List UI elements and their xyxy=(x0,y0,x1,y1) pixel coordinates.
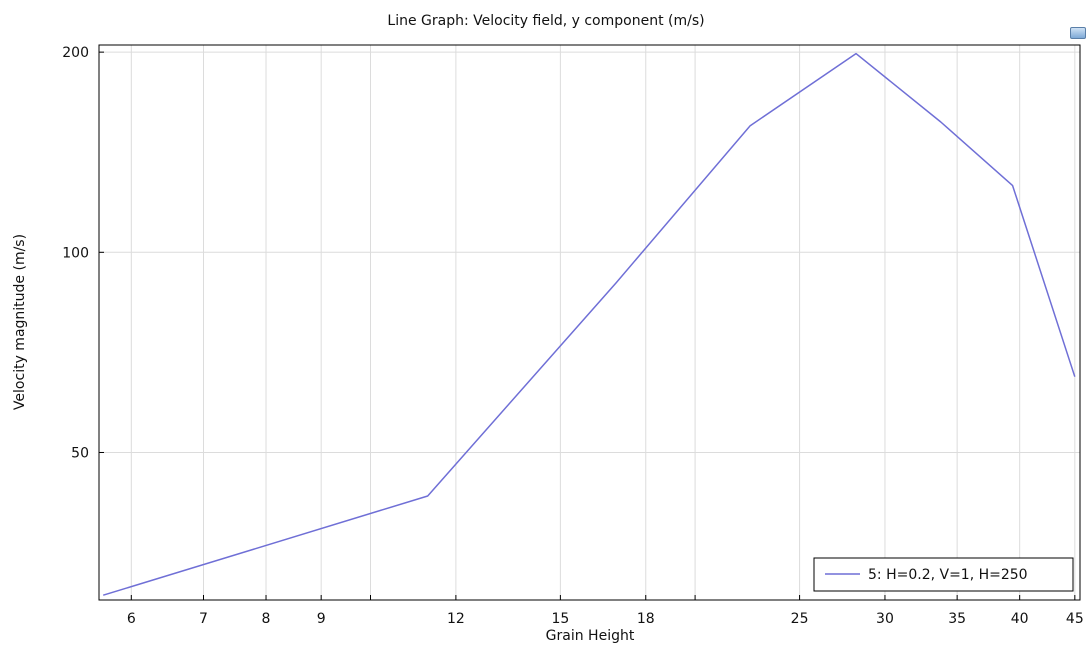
x-tick-label: 45 xyxy=(1066,611,1084,627)
y-tick-label: 100 xyxy=(62,245,89,261)
x-tick-label: 35 xyxy=(948,611,966,627)
series-layer xyxy=(102,52,1076,596)
grid-lines xyxy=(99,45,1080,600)
x-tick-label: 6 xyxy=(127,611,136,627)
chart-title: Line Graph: Velocity field, y component … xyxy=(387,13,704,29)
x-tick-label: 9 xyxy=(317,611,326,627)
x-axis-ticks: 6 7 8 9 12 15 18 25 30 35 40 45 xyxy=(127,595,1084,627)
legend: 5: H=0.2, V=1, H=250 xyxy=(813,557,1074,592)
y-axis-ticks: 50 100 200 xyxy=(62,45,104,461)
y-tick-label: 50 xyxy=(71,445,89,461)
image-export-icon[interactable] xyxy=(1070,27,1086,39)
x-tick-label: 25 xyxy=(791,611,809,627)
x-axis-title: Grain Height xyxy=(546,628,635,644)
legend-entry: 5: H=0.2, V=1, H=250 xyxy=(868,567,1028,583)
x-tick-label: 30 xyxy=(876,611,894,627)
y-tick-label: 200 xyxy=(62,45,89,61)
x-tick-label: 12 xyxy=(447,611,465,627)
x-tick-label: 8 xyxy=(262,611,271,627)
series-line xyxy=(102,52,1076,596)
x-tick-label: 15 xyxy=(551,611,569,627)
x-tick-label: 7 xyxy=(199,611,208,627)
x-tick-label: 18 xyxy=(637,611,655,627)
x-tick-label: 40 xyxy=(1011,611,1029,627)
y-axis-title: Velocity magnitude (m/s) xyxy=(12,234,28,410)
plot-frame xyxy=(98,44,1081,601)
